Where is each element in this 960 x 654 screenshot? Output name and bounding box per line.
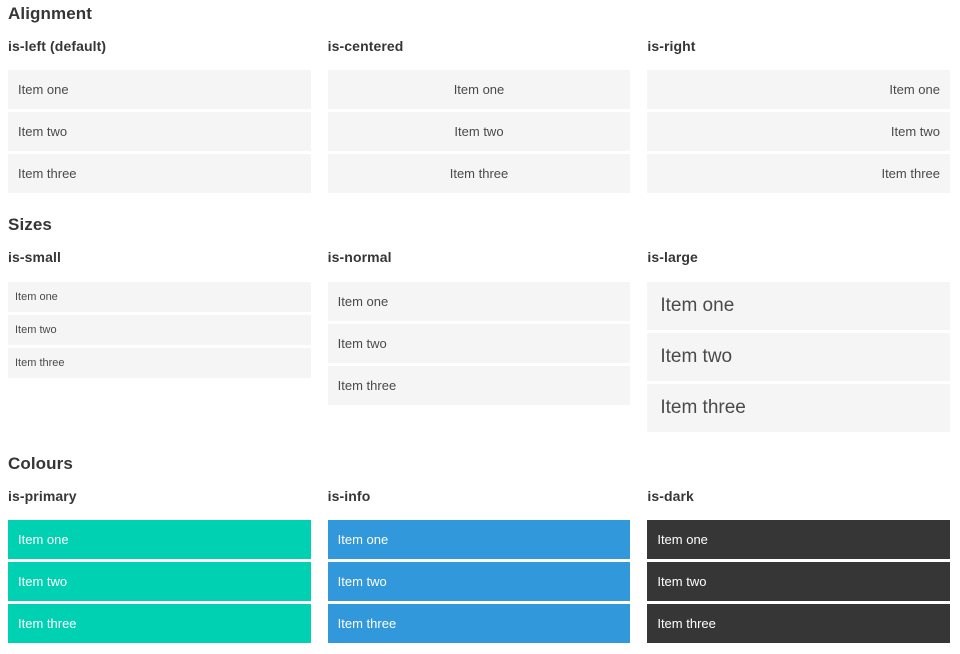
list-item[interactable]: Item two xyxy=(327,112,631,152)
group-is-small: is-small Item one Item two Item three xyxy=(8,250,311,380)
group-is-dark: is-dark Item one Item two Item three xyxy=(647,487,950,646)
list-item[interactable]: Item one xyxy=(647,70,950,110)
group-is-large: is-large Item one Item two Item three xyxy=(647,250,950,434)
group-is-primary: is-primary Item one Item two Item three xyxy=(8,487,311,646)
list-item[interactable]: Item two xyxy=(647,332,950,381)
group-is-centered: is-centered Item one Item two Item three xyxy=(327,38,631,196)
list-item[interactable]: Item one xyxy=(8,281,311,312)
group-is-left: is-left (default) Item one Item two Item… xyxy=(8,38,311,196)
group-label-is-normal: is-normal xyxy=(327,249,392,266)
list-item[interactable]: Item two xyxy=(8,112,311,152)
list-center-aligned: Item one Item two Item three xyxy=(327,70,631,194)
list-item[interactable]: Item one xyxy=(327,520,631,560)
group-is-normal: is-normal Item one Item two Item three xyxy=(327,249,631,407)
list-item[interactable]: Item two xyxy=(647,112,950,152)
colours-columns: is-primary Item one Item two Item three … xyxy=(8,487,950,646)
list-item[interactable]: Item two xyxy=(647,562,950,602)
group-label-is-info: is-info xyxy=(327,487,371,504)
list-item[interactable]: Item one xyxy=(8,520,311,560)
section-title-alignment: Alignment xyxy=(8,4,93,23)
list-item[interactable]: Item three xyxy=(647,154,950,194)
group-label-is-large: is-large xyxy=(647,249,698,266)
list-normal: Item one Item two Item three xyxy=(327,281,631,405)
list-item[interactable]: Item one xyxy=(327,281,631,321)
list-item[interactable]: Item three xyxy=(8,154,311,194)
group-label-is-primary: is-primary xyxy=(8,487,77,504)
list-item[interactable]: Item one xyxy=(647,520,950,560)
list-right-aligned: Item one Item two Item three xyxy=(647,70,950,194)
section-title-colours: Colours xyxy=(8,453,73,473)
sizes-columns: is-small Item one Item two Item three is… xyxy=(8,250,950,434)
list-primary: Item one Item two Item three xyxy=(8,520,311,644)
list-item[interactable]: Item two xyxy=(8,562,311,602)
list-item[interactable]: Item two xyxy=(327,323,631,363)
list-item[interactable]: Item two xyxy=(327,562,631,602)
list-item[interactable]: Item one xyxy=(8,70,311,110)
group-label-is-dark: is-dark xyxy=(647,487,694,504)
list-dark: Item one Item two Item three xyxy=(647,520,950,644)
list-item[interactable]: Item three xyxy=(8,604,311,644)
list-left-aligned: Item one Item two Item three xyxy=(8,70,311,194)
list-item[interactable]: Item one xyxy=(647,281,950,330)
list-item[interactable]: Item three xyxy=(327,604,631,644)
list-item[interactable]: Item three xyxy=(647,383,950,432)
list-item[interactable]: Item three xyxy=(647,604,950,644)
section-title-sizes: Sizes xyxy=(8,215,52,235)
list-item[interactable]: Item two xyxy=(8,314,311,345)
section-colours: Colours is-primary Item one Item two Ite… xyxy=(8,453,950,646)
group-label-is-centered: is-centered xyxy=(327,38,404,55)
group-label-is-right: is-right xyxy=(647,38,696,55)
section-alignment: Alignment is-left (default) Item one Ite… xyxy=(8,4,950,196)
list-large: Item one Item two Item three xyxy=(647,281,950,432)
list-item[interactable]: Item three xyxy=(327,154,631,194)
list-item[interactable]: Item three xyxy=(8,347,311,378)
list-item[interactable]: Item one xyxy=(327,70,631,110)
group-is-info: is-info Item one Item two Item three xyxy=(327,487,631,646)
alignment-columns: is-left (default) Item one Item two Item… xyxy=(8,38,950,196)
group-is-right: is-right Item one Item two Item three xyxy=(647,38,950,196)
group-label-is-small: is-small xyxy=(8,249,61,266)
section-sizes: Sizes is-small Item one Item two Item th… xyxy=(8,216,950,434)
list-info: Item one Item two Item three xyxy=(327,520,631,644)
list-small: Item one Item two Item three xyxy=(8,281,311,378)
list-item[interactable]: Item three xyxy=(327,365,631,405)
group-label-is-left: is-left (default) xyxy=(8,38,107,55)
